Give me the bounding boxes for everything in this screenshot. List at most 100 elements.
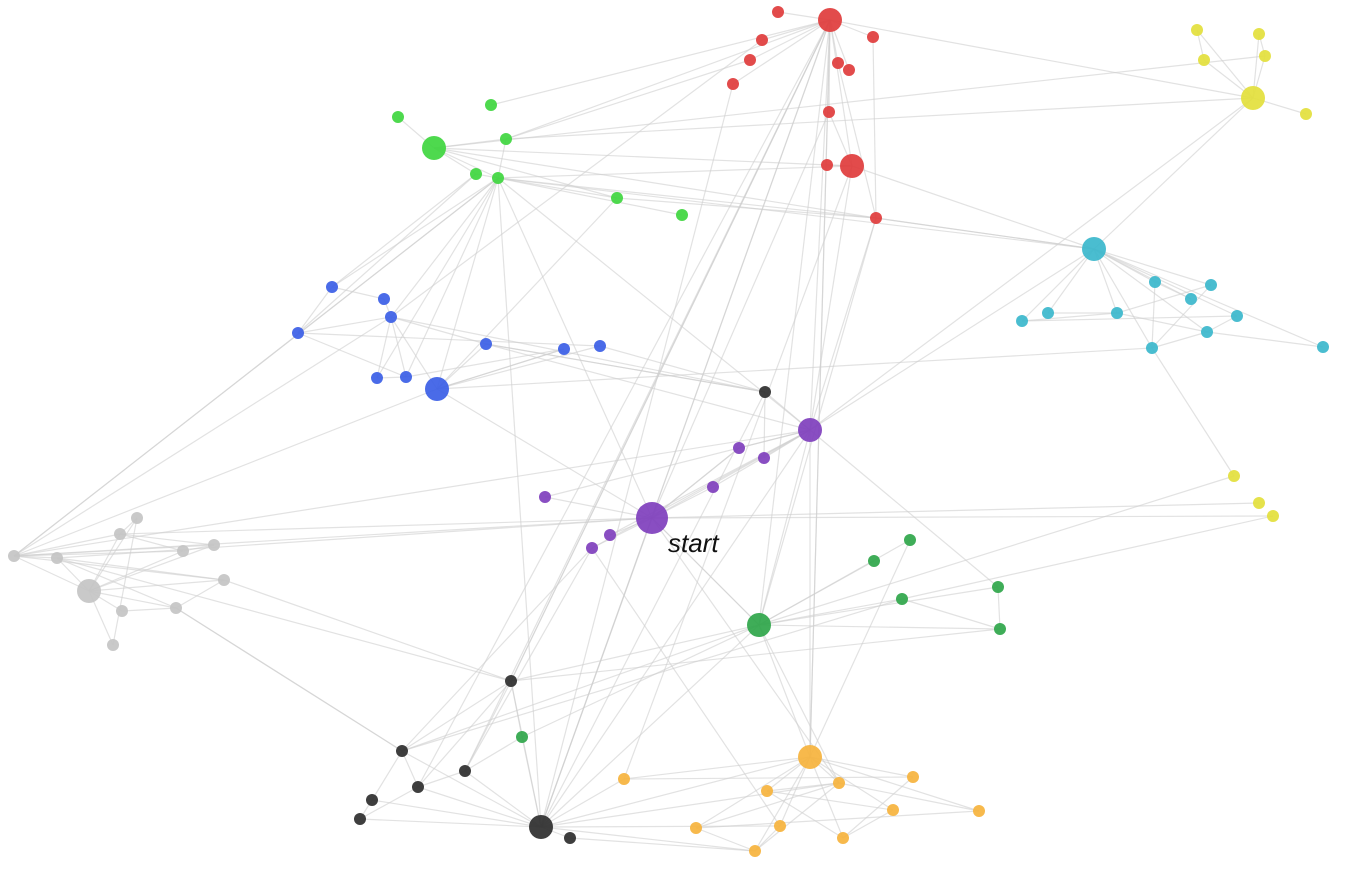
node-blue-b9[interactable] xyxy=(594,340,606,352)
node-purple-p8[interactable] xyxy=(586,542,598,554)
node-yellow-y2[interactable] xyxy=(1253,28,1265,40)
node-teal-t3[interactable] xyxy=(1205,279,1217,291)
node-green-g3[interactable] xyxy=(422,136,446,160)
node-red-r8[interactable] xyxy=(843,64,855,76)
node-red-r10[interactable] xyxy=(840,154,864,178)
node-black-k4[interactable] xyxy=(412,781,424,793)
node-teal-t8[interactable] xyxy=(1231,310,1243,322)
node-red-r5[interactable] xyxy=(867,31,879,43)
node-yellow-y4[interactable] xyxy=(1259,50,1271,62)
start-node-purple-p6[interactable] xyxy=(636,502,668,534)
node-blue-b1[interactable] xyxy=(326,281,338,293)
node-purple-p4[interactable] xyxy=(707,481,719,493)
node-yellow-y3[interactable] xyxy=(1198,54,1210,66)
node-blue-b6[interactable] xyxy=(558,343,570,355)
node-green-g6[interactable] xyxy=(611,192,623,204)
node-orange-o2[interactable] xyxy=(618,773,630,785)
node-teal-t6[interactable] xyxy=(1111,307,1123,319)
node-teal-t7[interactable] xyxy=(1185,293,1197,305)
node-blue-b3[interactable] xyxy=(385,311,397,323)
node-black-k1[interactable] xyxy=(505,675,517,687)
node-darkgreen-dg2[interactable] xyxy=(868,555,880,567)
node-black-k9[interactable] xyxy=(759,386,771,398)
node-teal-t1[interactable] xyxy=(1082,237,1106,261)
node-darkgreen-dg5[interactable] xyxy=(994,623,1006,635)
node-teal-t9[interactable] xyxy=(1146,342,1158,354)
node-teal-t2[interactable] xyxy=(1149,276,1161,288)
node-orange-o8[interactable] xyxy=(690,822,702,834)
node-black-k2[interactable] xyxy=(396,745,408,757)
node-red-r11[interactable] xyxy=(821,159,833,171)
node-darkgreen-dg3[interactable] xyxy=(896,593,908,605)
node-black-k6[interactable] xyxy=(354,813,366,825)
node-gray-s1[interactable] xyxy=(131,512,143,524)
node-yellow-y5[interactable] xyxy=(1241,86,1265,110)
node-darkgreen-dg1[interactable] xyxy=(904,534,916,546)
node-orange-o1[interactable] xyxy=(798,745,822,769)
node-teal-t10[interactable] xyxy=(1201,326,1213,338)
node-darkgreen-dg4[interactable] xyxy=(992,581,1004,593)
node-orange-o11[interactable] xyxy=(837,832,849,844)
node-darkgreen-dg6[interactable] xyxy=(747,613,771,637)
node-yellow-y6[interactable] xyxy=(1300,108,1312,120)
node-gray-s3[interactable] xyxy=(177,545,189,557)
node-orange-o6[interactable] xyxy=(887,804,899,816)
node-orange-o7[interactable] xyxy=(973,805,985,817)
node-gray-s10[interactable] xyxy=(170,602,182,614)
node-orange-o3[interactable] xyxy=(833,777,845,789)
node-gray-s7[interactable] xyxy=(77,579,101,603)
node-black-k8[interactable] xyxy=(529,815,553,839)
node-blue-b4[interactable] xyxy=(292,327,304,339)
node-green-g5[interactable] xyxy=(492,172,504,184)
node-gray-s2[interactable] xyxy=(114,528,126,540)
node-gray-s11[interactable] xyxy=(107,639,119,651)
node-blue-b7[interactable] xyxy=(371,372,383,384)
node-gray-s5[interactable] xyxy=(8,550,20,562)
edge-k8-k4 xyxy=(417,786,542,828)
edge-o11-o6 xyxy=(842,809,894,839)
node-blue-b8[interactable] xyxy=(400,371,412,383)
node-blue-b5[interactable] xyxy=(480,338,492,350)
node-teal-t4[interactable] xyxy=(1016,315,1028,327)
node-yellow-y7[interactable] xyxy=(1228,470,1240,482)
node-darkgreen-dg7[interactable] xyxy=(516,731,528,743)
node-orange-o5[interactable] xyxy=(761,785,773,797)
node-red-r7[interactable] xyxy=(832,57,844,69)
node-red-r4[interactable] xyxy=(744,54,756,66)
node-orange-o4[interactable] xyxy=(907,771,919,783)
node-green-g8[interactable] xyxy=(676,209,688,221)
node-teal-t11[interactable] xyxy=(1317,341,1329,353)
node-blue-b10[interactable] xyxy=(425,377,449,401)
node-black-k5[interactable] xyxy=(366,794,378,806)
node-teal-t5[interactable] xyxy=(1042,307,1054,319)
node-black-k7[interactable] xyxy=(564,832,576,844)
node-purple-p2[interactable] xyxy=(733,442,745,454)
node-green-g4[interactable] xyxy=(500,133,512,145)
node-gray-s6[interactable] xyxy=(51,552,63,564)
edge-o1-o9 xyxy=(779,756,811,827)
edge-s5-s8 xyxy=(13,555,225,581)
node-red-r3[interactable] xyxy=(756,34,768,46)
node-yellow-y9[interactable] xyxy=(1267,510,1279,522)
node-orange-o10[interactable] xyxy=(749,845,761,857)
node-purple-p5[interactable] xyxy=(539,491,551,503)
node-purple-p7[interactable] xyxy=(604,529,616,541)
node-blue-b2[interactable] xyxy=(378,293,390,305)
node-orange-o9[interactable] xyxy=(774,820,786,832)
node-red-r6[interactable] xyxy=(727,78,739,90)
node-purple-p3[interactable] xyxy=(758,452,770,464)
node-gray-s8[interactable] xyxy=(218,574,230,586)
node-green-g1[interactable] xyxy=(392,111,404,123)
node-gray-s9[interactable] xyxy=(116,605,128,617)
node-yellow-y8[interactable] xyxy=(1253,497,1265,509)
node-green-g2[interactable] xyxy=(485,99,497,111)
node-red-r9[interactable] xyxy=(823,106,835,118)
node-red-r1[interactable] xyxy=(818,8,842,32)
node-black-k3[interactable] xyxy=(459,765,471,777)
node-purple-p1[interactable] xyxy=(798,418,822,442)
node-red-r12[interactable] xyxy=(870,212,882,224)
node-red-r2[interactable] xyxy=(772,6,784,18)
node-yellow-y1[interactable] xyxy=(1191,24,1203,36)
node-gray-s4[interactable] xyxy=(208,539,220,551)
node-green-g7[interactable] xyxy=(470,168,482,180)
